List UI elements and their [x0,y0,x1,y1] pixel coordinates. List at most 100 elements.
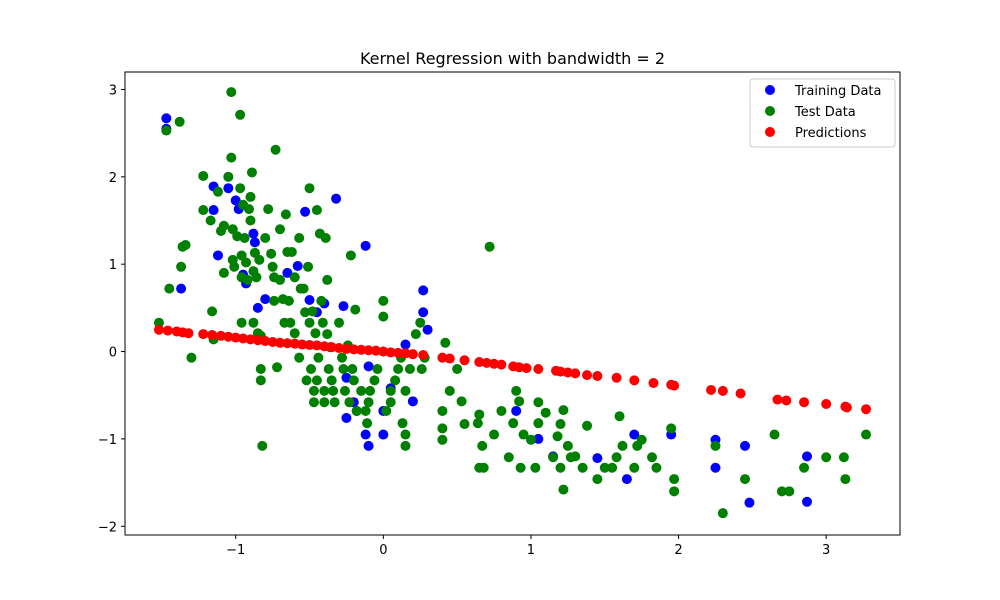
training-data-point [511,405,522,416]
training-data-point [802,451,812,462]
test-data-point [310,328,321,339]
predictions-point [183,328,194,339]
test-data-point [555,419,566,430]
test-data-point [558,484,569,495]
test-data-point [313,352,324,363]
training-data-point [360,240,371,251]
predictions-point [669,380,680,391]
test-data-point [241,257,252,268]
points-layer [153,87,872,519]
test-data-point [246,167,257,178]
training-data-point [248,228,259,239]
predictions-point [474,357,485,368]
test-data-point [251,272,262,283]
predictions-point [393,347,404,358]
legend-label-training-data: Training Data [794,84,881,99]
test-data-point [207,306,218,317]
test-data-point [245,191,256,202]
test-data-point [236,317,247,328]
test-data-point [345,250,356,261]
predictions-point [153,324,164,335]
test-data-point [266,248,277,259]
legend-marker-test-data [765,106,775,116]
training-data-point [331,193,342,204]
test-data-point [518,429,529,440]
predictions-point [363,345,374,356]
training-data-point [363,361,374,372]
test-data-point [304,317,315,328]
test-data-point [717,508,728,519]
test-data-point [496,405,507,416]
test-data-point [298,283,309,294]
predictions-point [555,366,566,377]
test-data-point [161,125,172,136]
test-data-point [456,396,467,407]
training-data-point [533,433,544,444]
predictions-point [444,353,455,364]
test-data-point [533,418,544,429]
test-data-point [307,306,318,317]
test-data-point [344,397,355,408]
predictions-point [252,335,263,346]
test-data-point [629,462,640,473]
test-data-point [369,375,380,386]
test-data-point [636,434,647,445]
test-data-point [285,317,296,328]
training-data-point [341,412,352,423]
predictions-point [496,359,507,370]
test-data-point [186,352,197,363]
predictions-point [267,336,278,347]
predictions-point [582,370,593,381]
test-data-point [514,396,525,407]
predictions-point [706,384,717,395]
predictions-point [162,325,173,336]
training-data-point [176,283,187,294]
test-data-point [174,116,185,127]
predictions-point [481,357,492,368]
training-data-point [223,183,234,194]
predictions-point [245,334,256,345]
test-data-point [769,429,780,440]
test-data-point [242,274,253,285]
predictions-point [282,338,293,349]
test-data-point [328,385,339,396]
training-data-point [252,302,263,313]
test-data-point [478,462,489,473]
test-data-point [607,462,618,473]
test-data-point [740,474,750,485]
training-data-point [282,267,293,278]
test-data-point [710,440,721,451]
training-data-point [418,285,429,296]
test-data-point [397,418,408,429]
test-data-point [176,261,187,272]
test-data-point [275,224,285,235]
predictions-point [385,347,396,358]
plot-frame [124,71,901,536]
test-data-point [840,474,851,485]
test-data-point [164,283,175,294]
test-data-point [226,152,237,163]
predictions-point [215,330,226,341]
x-tick-label: 1 [527,543,535,558]
training-data-point [161,113,172,124]
training-data-point [378,429,389,440]
test-data-point [294,352,305,363]
test-data-point [339,385,350,396]
test-data-point [861,429,872,440]
test-data-point [235,109,246,120]
test-data-point [666,423,677,434]
test-data-point [582,420,593,431]
y-axis: −2 −1 0 1 2 3 [98,83,125,535]
test-data-point [255,375,266,386]
x-tick-label: −1 [226,543,245,558]
legend-marker-training-data [765,85,775,95]
training-data-point [338,301,349,312]
test-data-point [311,375,322,386]
y-tick-label: −1 [98,433,117,448]
predictions-point [592,371,603,382]
predictions-point [356,344,367,355]
training-data-point [407,396,418,407]
test-data-point [511,385,522,396]
y-tick-label: 2 [109,171,117,186]
test-data-point [552,431,563,442]
